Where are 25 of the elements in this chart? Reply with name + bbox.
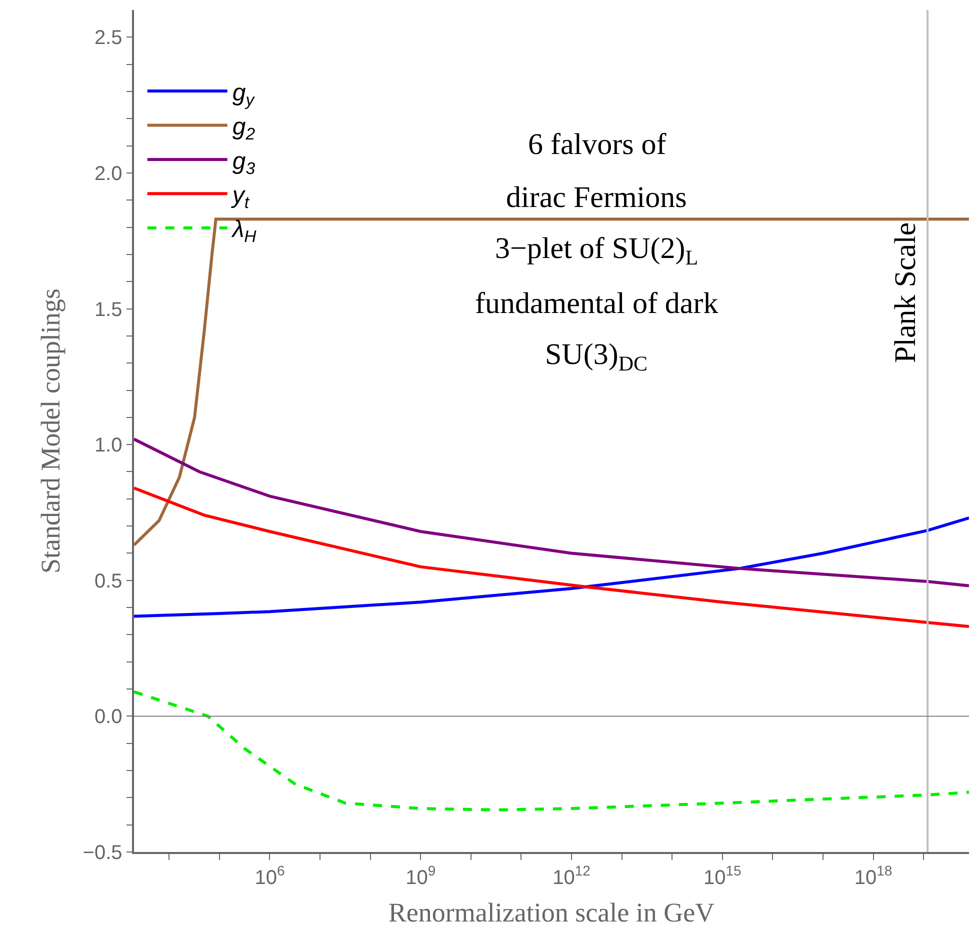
y-tick-label: 2.0 (94, 162, 122, 185)
y-tick-label: −0.5 (82, 842, 122, 864)
y-tick-label: 2.5 (94, 27, 122, 50)
y-tick-label: 1.5 (94, 298, 122, 321)
legend-label: g$_{2}$ (232, 114, 256, 144)
annotation: SU(3)$_{DC}$ (545, 338, 648, 376)
legend-label: y$_{t}$ (230, 182, 250, 212)
legend-label: λ$_{H}$ (230, 216, 258, 246)
x-tick-label: 10$^{6}$ (254, 862, 285, 889)
y-tick-label: 0.5 (94, 570, 122, 592)
ref-line-label: Plank Scale (889, 222, 922, 364)
y-tick-label: 1.0 (94, 434, 122, 457)
x-axis-title: Renormalization scale in GeV (388, 898, 716, 928)
annotation: 6 falvors of (528, 128, 666, 161)
annotation: 3−plet of SU(2)$_{L}$ (495, 232, 698, 270)
x-tick-label: 10$^{9}$ (406, 862, 436, 889)
y-tick-label: 0.0 (94, 706, 122, 728)
x-tick-label: 10$^{15}$ (703, 862, 742, 889)
legend-label: g$_{3}$ (232, 148, 256, 178)
x-tick-label: 10$^{18}$ (854, 862, 892, 889)
x-tick-label: 10$^{12}$ (552, 862, 591, 889)
annotation: fundamental of dark (475, 287, 718, 320)
legend-label: g$_{y}$ (232, 79, 256, 110)
y-axis-title: Standard Model couplings (35, 288, 66, 574)
annotation: dirac Fermions (506, 181, 687, 214)
